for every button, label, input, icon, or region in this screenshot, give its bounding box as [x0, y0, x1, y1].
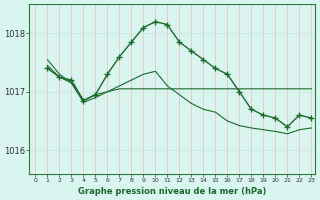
X-axis label: Graphe pression niveau de la mer (hPa): Graphe pression niveau de la mer (hPa) — [78, 187, 266, 196]
